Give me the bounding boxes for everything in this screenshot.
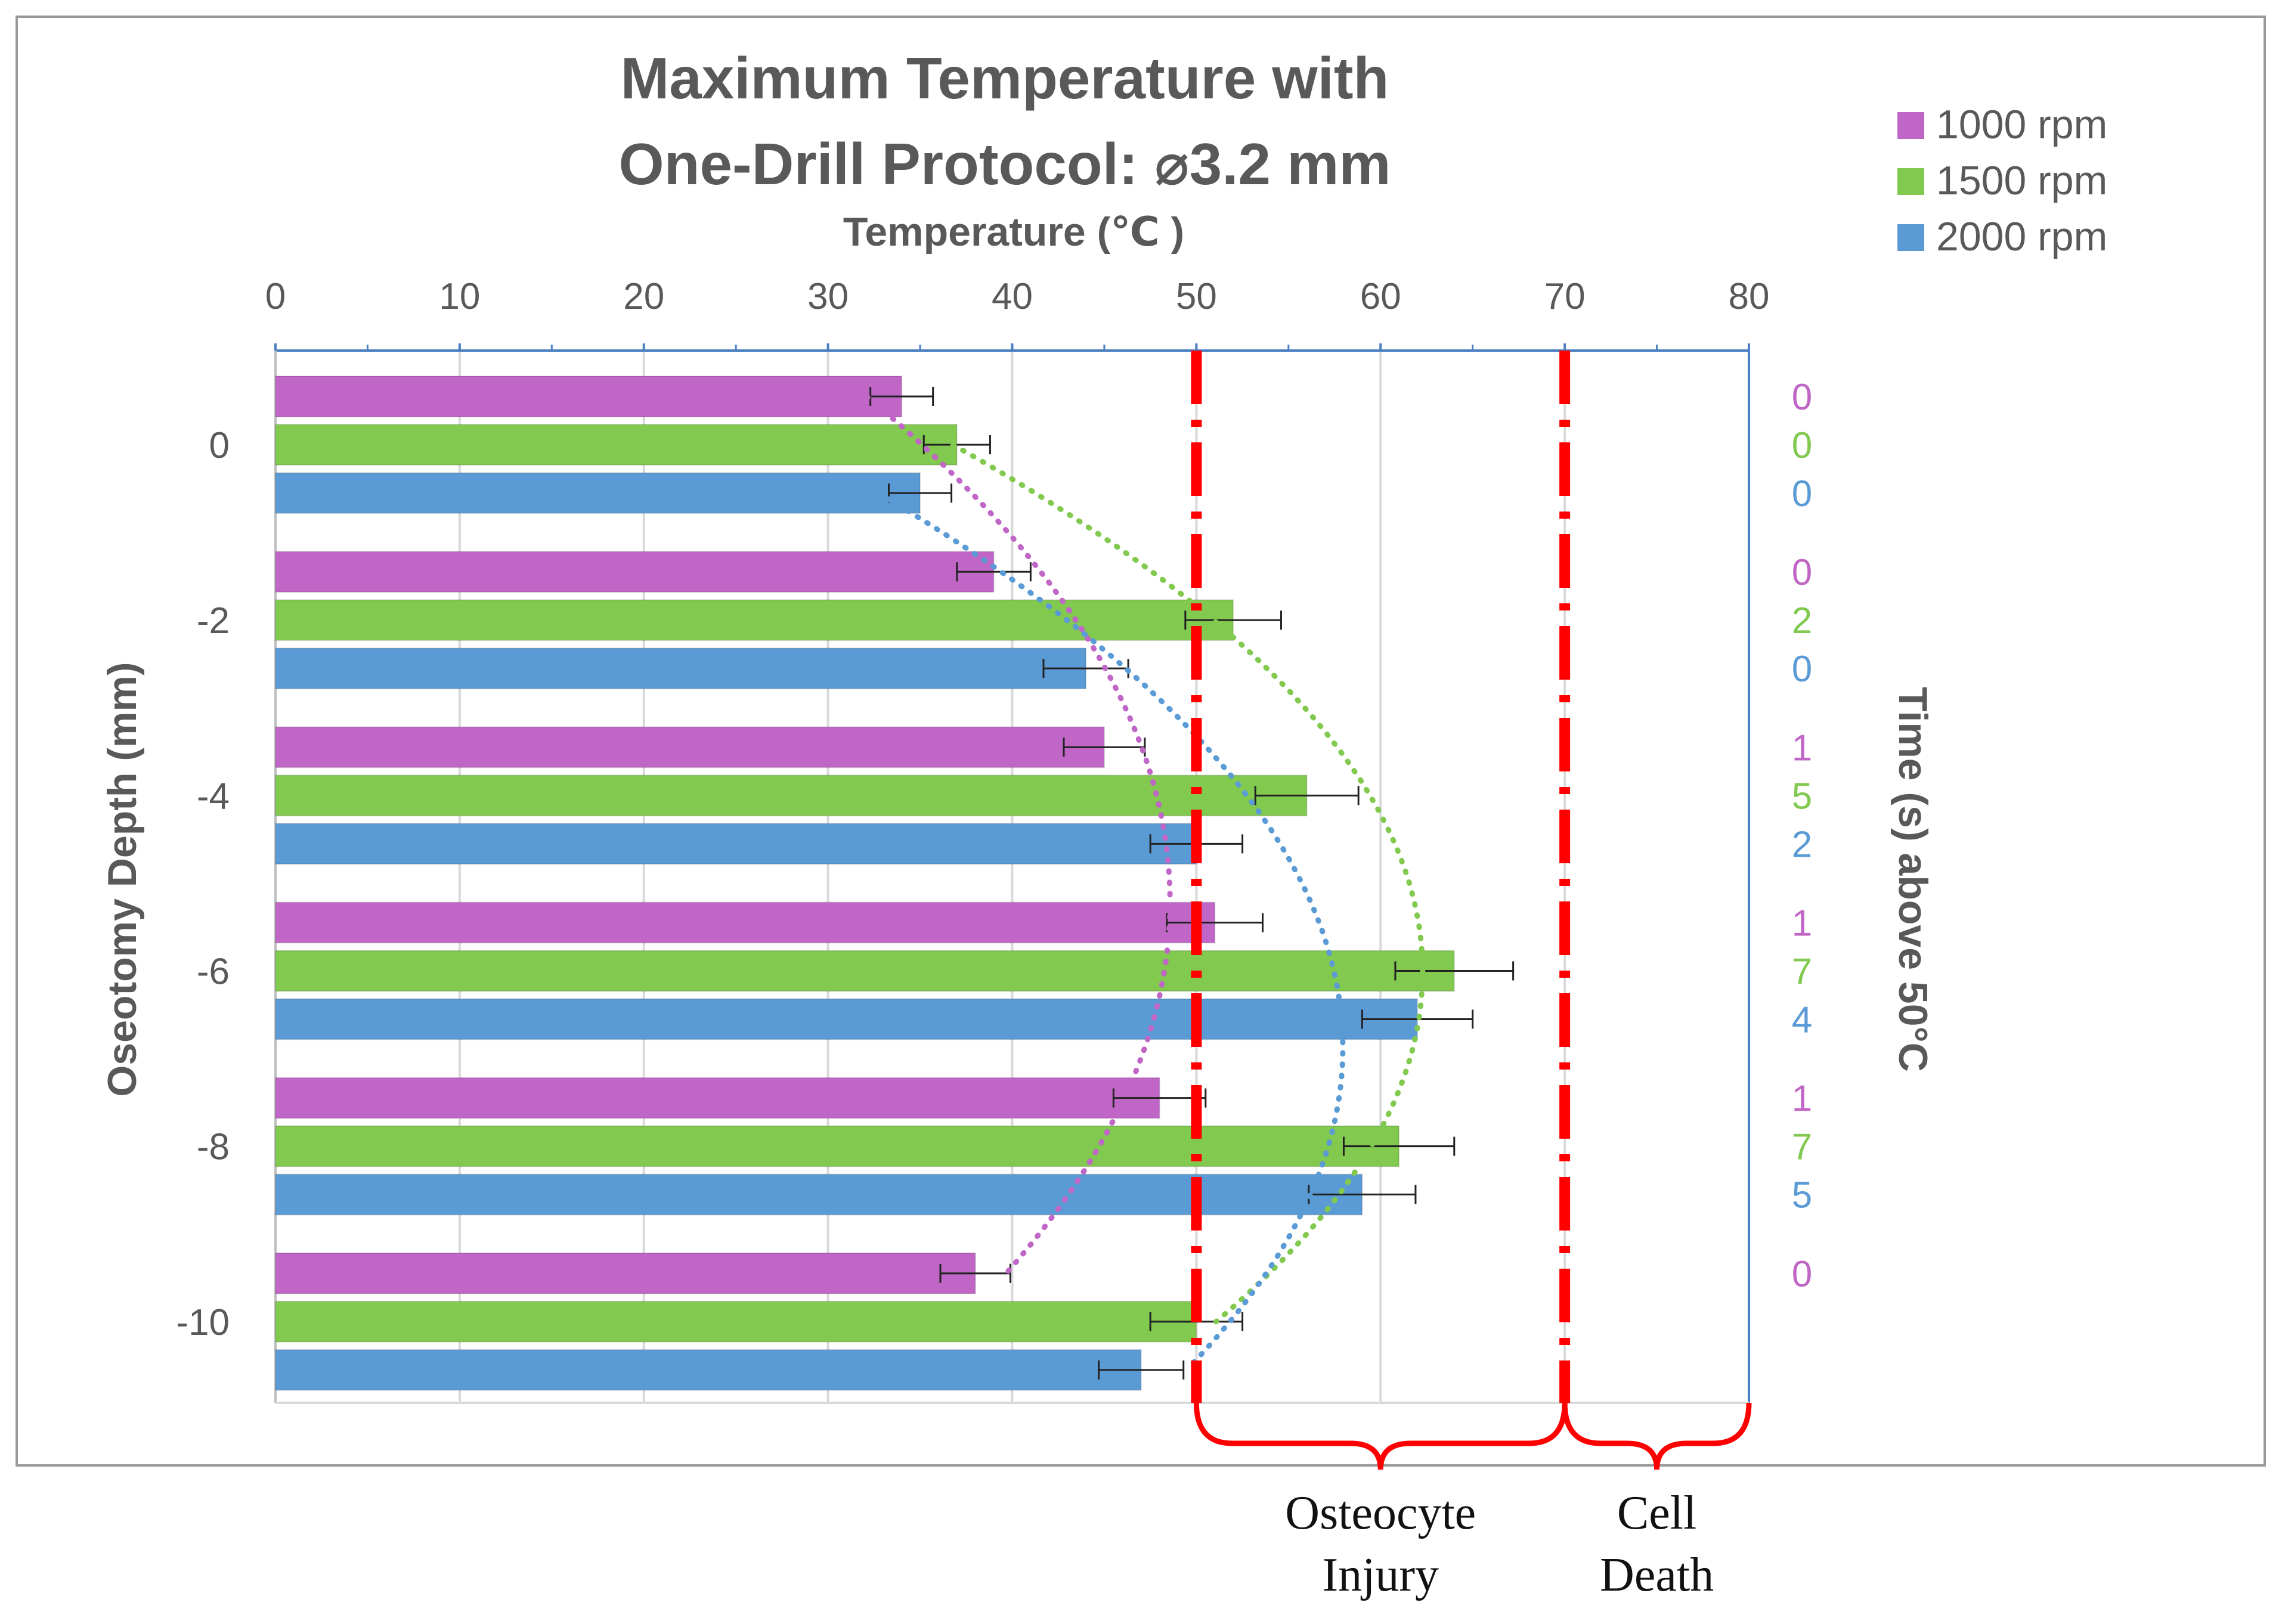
bar-1000-rpm--2: [275, 551, 995, 593]
zone-label: Injury: [1322, 1549, 1439, 1601]
time-above-50-value: 0: [1792, 649, 1812, 690]
x-tick-label: 80: [1729, 276, 1770, 317]
zone-label: Death: [1600, 1549, 1714, 1601]
x-axis-label: Temperature (℃ ): [843, 209, 1184, 255]
zone-label: Osteocyte: [1285, 1487, 1476, 1539]
x-tick-label: 70: [1544, 276, 1586, 317]
time-above-50-value: 5: [1792, 776, 1812, 817]
y-tick-label: -10: [176, 1302, 230, 1343]
bar-1500-rpm--2: [275, 599, 1234, 641]
time-above-50-value: 7: [1792, 952, 1812, 993]
time-above-50-value: 4: [1792, 1000, 1812, 1041]
y-tick-label: -4: [197, 776, 230, 817]
time-above-50-value: 0: [1792, 425, 1812, 466]
zone-brace: [1193, 1402, 1568, 1470]
time-above-50-value: 1: [1792, 1078, 1812, 1120]
y-axis-label: Oseotomy Depth (mm): [100, 662, 145, 1096]
bar-1000-rpm--10: [275, 1252, 976, 1294]
chart-title-line: Maximum Temperature with: [621, 45, 1389, 111]
time-above-50-value: 7: [1792, 1127, 1812, 1168]
bar-2000-rpm--10: [275, 1349, 1142, 1391]
legend-label: 1500 rpm: [1936, 158, 2107, 203]
chart-title-line: One-Drill Protocol: ⌀3.2 mm: [618, 131, 1391, 197]
x-tick-label: 40: [992, 276, 1033, 317]
bar-1000-rpm--6: [275, 901, 1216, 944]
bar-2000-rpm--8: [275, 1173, 1363, 1216]
y-tick-label: -8: [197, 1127, 230, 1168]
y-tick-label: 0: [209, 425, 230, 466]
y-tick-label: -6: [197, 952, 230, 993]
trendline-2000-rpm: [876, 490, 1346, 1373]
legend-label: 1000 rpm: [1936, 102, 2107, 147]
time-above-50-value: 0: [1792, 473, 1812, 515]
time-above-50-value: 0: [1792, 552, 1812, 593]
bar-2000-rpm--4: [275, 823, 1197, 865]
bar-1000-rpm--8: [275, 1077, 1160, 1119]
x-tick-label: 50: [1176, 276, 1217, 317]
time-above-50-value: 2: [1792, 600, 1812, 641]
bar-1500-rpm-0: [275, 424, 958, 466]
zone-label: Cell: [1617, 1487, 1696, 1539]
trendline-1000-rpm: [864, 393, 1173, 1276]
time-above-50-value: 1: [1792, 727, 1812, 768]
chart-border: [16, 16, 2266, 1467]
time-above-50-value: 0: [1792, 1254, 1812, 1295]
bar-1000-rpm--4: [275, 726, 1105, 768]
time-above-50-value: 1: [1792, 903, 1812, 944]
bar-1000-rpm-0: [275, 376, 903, 417]
x-tick-label: 60: [1360, 276, 1401, 317]
zone-brace: [1562, 1402, 1752, 1470]
x-tick-label: 20: [623, 276, 664, 317]
right-axis-label: Time (s) above 50°C: [1890, 687, 1936, 1072]
bar-1500-rpm--4: [275, 774, 1308, 817]
y-tick-label: -2: [197, 600, 230, 641]
bar-1500-rpm--10: [275, 1300, 1197, 1343]
x-tick-label: 0: [265, 276, 286, 317]
bar-2000-rpm-0: [275, 472, 921, 514]
x-tick-label: 30: [807, 276, 849, 317]
bar-2000-rpm--2: [275, 647, 1087, 690]
legend-swatch: [1897, 224, 1924, 251]
legend-label: 2000 rpm: [1936, 214, 2107, 259]
trendline-1500-rpm: [950, 442, 1426, 1325]
time-above-50-value: 2: [1792, 824, 1812, 865]
x-tick-label: 10: [439, 276, 480, 317]
time-above-50-value: 0: [1792, 377, 1812, 418]
bar-2000-rpm--6: [275, 998, 1419, 1040]
bar-1500-rpm--6: [275, 950, 1455, 992]
legend-swatch: [1897, 168, 1924, 195]
time-above-50-value: 5: [1792, 1175, 1812, 1216]
bar-1500-rpm--8: [275, 1125, 1400, 1167]
legend-swatch: [1897, 112, 1924, 139]
